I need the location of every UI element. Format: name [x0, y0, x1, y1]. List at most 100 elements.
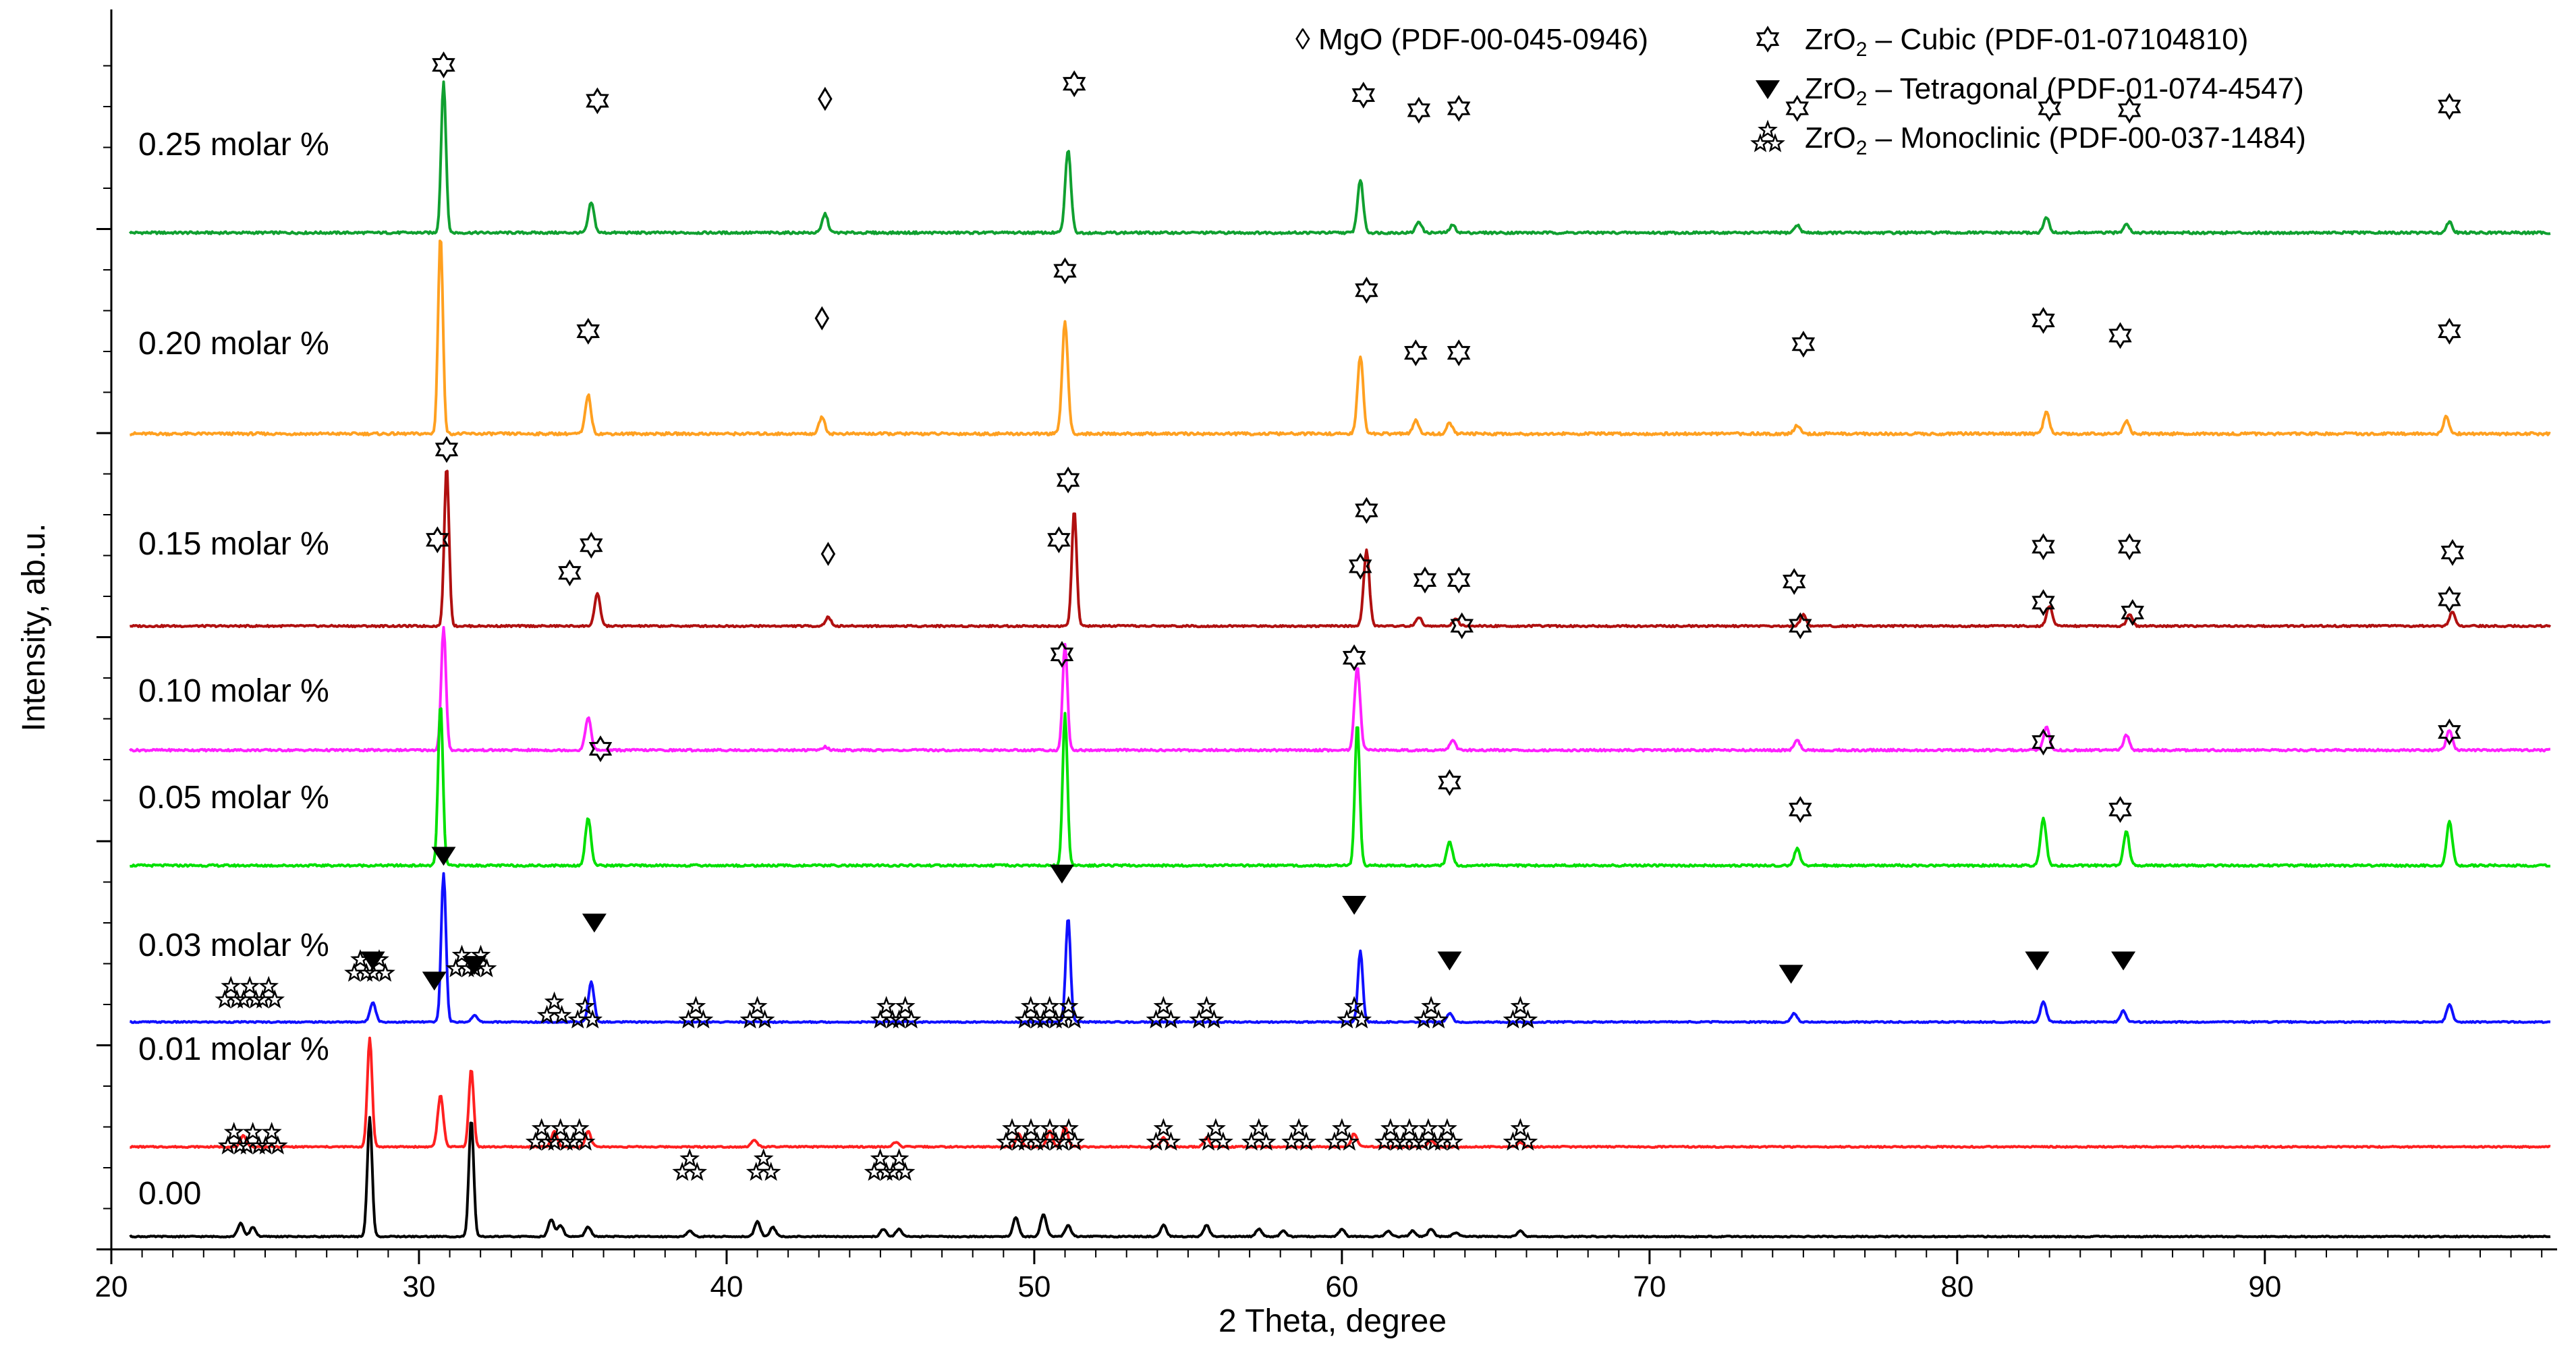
marker-monoclinic-0-00-9: [1281, 1118, 1316, 1151]
legend-monoclinic-stars-icon: [1750, 119, 1785, 152]
marker-cubic-0-15-7: [1782, 568, 1806, 595]
marker-monoclinic-0-01-4: [536, 991, 572, 1024]
marker-cubic-0-05-4: [1789, 796, 1812, 823]
marker-cubic-0-05-3: [1438, 769, 1461, 796]
marker-monoclinic-0-00-1-star: [537, 1131, 558, 1151]
trace-0-25: [128, 80, 2551, 235]
marker-cubic-0-10-7: [2121, 599, 2145, 626]
marker-monoclinic-0-00-5-star: [1059, 1118, 1079, 1137]
legend-cubic-star-icon: [1756, 26, 1780, 53]
marker-monoclinic-0-01-13-star: [1421, 996, 1441, 1015]
marker-monoclinic-0-00-5-star: [1040, 1118, 1060, 1137]
marker-monoclinic-0-01-9: [1014, 996, 1085, 1029]
legend-tetragonal-triangle-icon: [1756, 80, 1780, 99]
marker-monoclinic-0-01-13: [1413, 996, 1449, 1029]
marker-cubic-0-05-1: [1050, 641, 1074, 668]
marker-monoclinic-0-01-1: [344, 948, 395, 982]
marker-cubic-0-25-6: [1447, 94, 1471, 122]
legend-cubic-icon: [1756, 26, 1780, 53]
marker-monoclinic-0-01-4-star: [551, 1004, 572, 1024]
marker-monoclinic-0-00-7: [1198, 1118, 1233, 1151]
marker-monoclinic-0-00-4: [864, 1148, 916, 1181]
marker-monoclinic-0-01-3-star: [476, 958, 497, 978]
trace-0-10: [128, 625, 2551, 753]
x-tick-label: 70: [1633, 1270, 1666, 1303]
marker-cubic-0-25-1: [586, 87, 609, 115]
marker-monoclinic-0-00-11-star: [1437, 1118, 1457, 1137]
legend-mgo: ◊ MgO (PDF-00-045-0946): [1295, 23, 1648, 56]
x-axis-title: 2 Theta, degree: [1219, 1303, 1447, 1339]
marker-tetragonal-0-03-6: [1437, 951, 1462, 971]
marker-monoclinic-0-00-1: [525, 1118, 596, 1151]
marker-monoclinic-0-00-8-star: [1248, 1118, 1269, 1137]
marker-monoclinic-0-01-6-star: [693, 1009, 714, 1029]
marker-monoclinic-0-00-11-star: [1418, 1118, 1438, 1137]
marker-monoclinic-0-00-5-star: [1002, 1118, 1022, 1137]
marker-monoclinic-0-00-4-star: [870, 1148, 891, 1168]
marker-cubic-0-15-5: [1413, 566, 1437, 594]
legend-tetragonal: ZrO2 – Tetragonal (PDF-01-074-4547): [1805, 72, 2304, 110]
marker-monoclinic-0-01-5-star: [575, 996, 596, 1015]
marker-cubic-0-20-5: [1447, 339, 1471, 366]
marker-cubic-0-25-5: [1407, 96, 1431, 124]
marker-monoclinic-0-01-1-star: [350, 948, 370, 969]
marker-cubic-0-20-7: [2032, 307, 2055, 334]
series-label-0-03: 0.03 molar %: [138, 928, 329, 963]
series-label-0-20: 0.20 molar %: [138, 326, 329, 362]
marker-monoclinic-0-01-14-star: [1517, 1009, 1538, 1029]
marker-monoclinic-0-01-9-star: [1026, 1009, 1047, 1029]
marker-cubic-0-05-7: [2438, 718, 2461, 745]
marker-mgo-0-20-2: [814, 306, 830, 331]
marker-monoclinic-0-01-9-star: [1045, 1009, 1066, 1029]
marker-monoclinic-0-00-1-star: [556, 1131, 577, 1151]
marker-tetragonal-0-01-2: [422, 971, 447, 991]
marker-monoclinic-0-01-3-star: [470, 944, 491, 964]
marker-monoclinic-0-01-10-star: [1160, 1009, 1181, 1029]
marker-cubic-0-05-0: [588, 735, 613, 762]
marker-monoclinic-0-00-5-star: [1065, 1131, 1085, 1151]
marker-monoclinic-0-01-8-star: [882, 1009, 903, 1029]
marker-cubic-0-25-9: [2117, 96, 2141, 124]
marker-monoclinic-0-00-5-star: [1008, 1131, 1028, 1151]
marker-monoclinic-0-01-14: [1503, 996, 1538, 1029]
marker-monoclinic-0-01-9-star: [1058, 996, 1079, 1015]
marker-tetragonal-0-03-7: [1779, 965, 1803, 984]
marker-monoclinic-0-01-1-star: [369, 948, 389, 969]
marker-cubic-0-25-10: [2438, 92, 2461, 120]
marker-cubic-0-05-5: [2032, 729, 2055, 756]
marker-cubic-0-05-6: [2108, 796, 2132, 823]
marker-monoclinic-0-00-1-star: [575, 1131, 596, 1151]
marker-monoclinic-0-00-9-star: [1289, 1118, 1309, 1137]
marker-monoclinic-0-01-1-star: [375, 962, 395, 982]
marker-monoclinic-0-00-11-star: [1443, 1131, 1463, 1151]
marker-monoclinic-0-00-3-star: [760, 1162, 781, 1181]
marker-cubic-0-25-7: [1785, 94, 1810, 122]
legend-monoclinic-icon: [1750, 119, 1785, 152]
legend-monoclinic-stars-icon-star: [1758, 119, 1778, 139]
marker-monoclinic-0-01-0-star: [227, 989, 248, 1009]
marker-cubic-0-15-10: [2440, 539, 2465, 566]
marker-mgo-0-15-2: [820, 542, 836, 567]
marker-cubic-0-10-6: [2032, 589, 2055, 617]
series-label-0-00: 0.00: [138, 1176, 201, 1212]
series-label-0-05: 0.05 molar %: [138, 780, 329, 816]
marker-monoclinic-0-00-0-star: [223, 1121, 244, 1141]
marker-monoclinic-0-00-8: [1241, 1118, 1277, 1151]
marker-monoclinic-0-01-9-star: [1064, 1009, 1085, 1029]
marker-monoclinic-0-00-3: [746, 1148, 781, 1181]
marker-monoclinic-0-01-0-star: [264, 989, 285, 1009]
marker-cubic-0-25-3: [1062, 70, 1086, 98]
marker-monoclinic-0-01-9-star: [1039, 996, 1060, 1015]
x-tick-label: 20: [95, 1270, 128, 1303]
marker-tetragonal-0-03-9: [2111, 951, 2136, 971]
legend-cubic: ZrO2 – Cubic (PDF-01-07104810): [1805, 23, 2248, 61]
marker-monoclinic-0-00-10-star: [1339, 1131, 1360, 1151]
marker-monoclinic-0-00-10: [1324, 1118, 1360, 1151]
trace-0-03: [130, 872, 2551, 1024]
marker-monoclinic-0-00-11-star: [1424, 1131, 1445, 1151]
marker-monoclinic-0-00-6-star: [1160, 1131, 1181, 1151]
trace-0-00: [129, 1116, 2551, 1239]
marker-monoclinic-0-01-3-star: [457, 958, 478, 978]
trace-0-05: [130, 707, 2551, 868]
legend-tetragonal-icon: [1756, 80, 1780, 99]
